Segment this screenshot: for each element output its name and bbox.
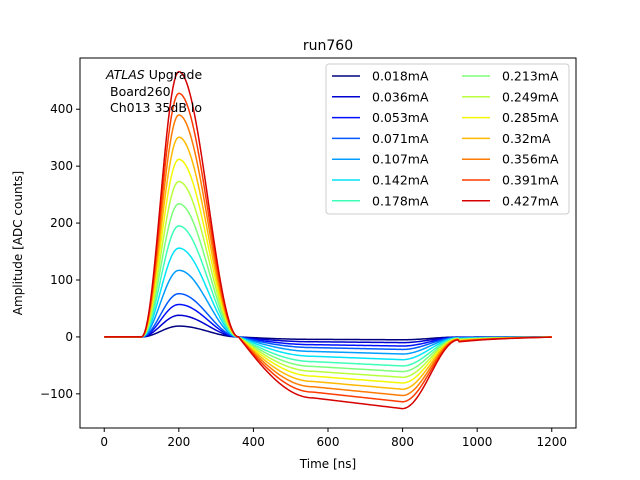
legend: 0.018mA 0.036mA 0.053mA 0.071mA 0.107mA 0.142… [325,63,570,215]
legend-label: 0.249mA [502,89,559,104]
annotation-atlas: ATLAS [105,67,145,82]
legend-label: 0.356mA [502,152,559,167]
x-axis-ticks: 0 200 400 600 800 1000 1200 [100,428,567,449]
x-tick-label: 400 [242,435,265,449]
y-tick-label: 400 [50,102,73,116]
legend-label: 0.427mA [502,193,559,208]
series-line-0.142mA [104,247,552,361]
legend-label: 0.142mA [372,173,429,188]
legend-label: 0.018mA [372,69,429,84]
chart-title: run760 [303,38,353,54]
annotation-board: Board260 [110,84,171,99]
legend-label: 0.391mA [502,173,559,188]
legend-label: 0.107mA [372,152,429,167]
legend-label: 0.071mA [372,131,429,146]
svg-text:ATLAS Upgrade: ATLAS Upgrade [105,67,202,82]
y-axis-label: Amplitude [ADC counts] [11,171,25,315]
legend-label: 0.036mA [372,89,429,104]
legend-label: 0.178mA [372,193,429,208]
legend-box [325,63,570,215]
y-axis-ticks: −100 0 100 200 300 400 [40,102,80,401]
x-tick-label: 0 [100,435,108,449]
series-line-0.071mA [104,292,552,351]
plot-lines [104,70,552,410]
legend-label: 0.053mA [372,110,429,125]
legend-label: 0.213mA [502,69,559,84]
y-tick-label: 100 [50,273,73,287]
x-tick-label: 200 [167,435,190,449]
x-tick-label: 1200 [536,435,567,449]
series-line-0.427mA [104,70,552,410]
x-tick-label: 1000 [462,435,493,449]
annotation-upgrade: Upgrade [145,67,203,82]
y-tick-label: 300 [50,159,73,173]
x-axis-label: Time [ns] [299,457,356,471]
x-tick-label: 800 [391,435,414,449]
y-tick-label: 0 [65,330,73,344]
annotation-channel: Ch013 35dB lo [110,100,202,115]
y-tick-label: −100 [40,387,73,401]
atlas-annotation: ATLAS Upgrade Board260 Ch013 35dB lo [105,67,202,115]
legend-items: 0.018mA 0.036mA 0.053mA 0.071mA 0.107mA 0.142… [332,69,559,208]
x-tick-label: 600 [317,435,340,449]
legend-label: 0.285mA [502,110,559,125]
series-line-0.213mA [104,202,552,373]
legend-label: 0.32mA [502,131,551,146]
y-tick-label: 200 [50,216,73,230]
